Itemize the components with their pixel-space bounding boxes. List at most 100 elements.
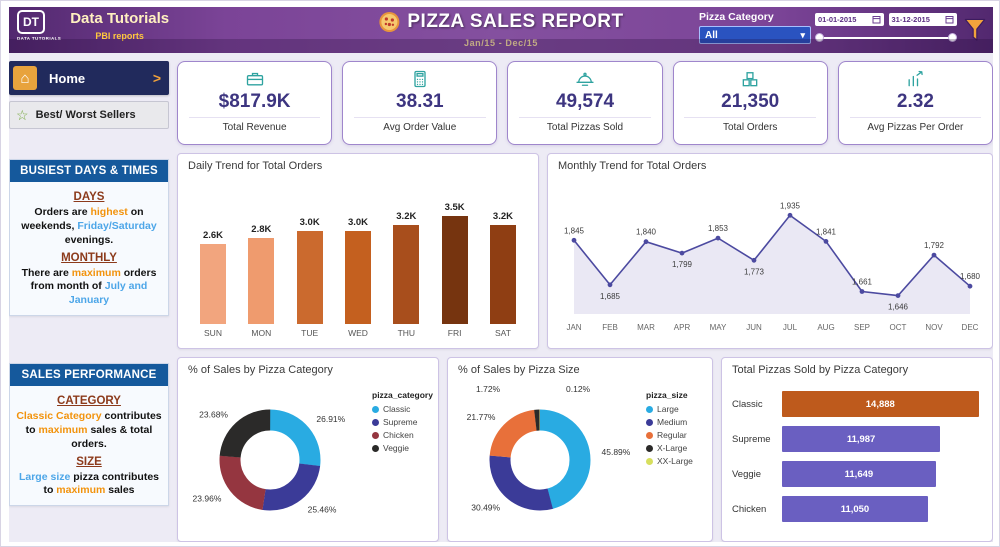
kpi-card-total-orders[interactable]: 21,350 Total Orders — [672, 61, 828, 145]
legend-item[interactable]: Classic — [372, 404, 434, 414]
slice-percent-label: 23.96% — [193, 494, 222, 504]
data-point[interactable] — [967, 283, 973, 289]
legend-label: Veggie — [383, 443, 409, 453]
legend-item[interactable]: Large — [646, 404, 708, 414]
text-segment: sales — [105, 484, 135, 497]
category-label: Veggie — [732, 468, 762, 480]
filter-funnel-icon[interactable] — [964, 17, 986, 43]
x-axis-label: MAY — [710, 323, 727, 332]
legend-item[interactable]: Medium — [646, 417, 708, 427]
daily-bar-column[interactable]: 2.8K MON — [242, 224, 280, 338]
legend-label: Chicken — [383, 430, 414, 440]
x-axis-label: NOV — [925, 323, 943, 332]
category-dropdown[interactable]: All ▾ — [699, 26, 811, 44]
legend-item[interactable]: X-Large — [646, 443, 708, 453]
size-sales-panel: % of Sales by Pizza Size 45.89% 30.49% 21.… — [447, 357, 713, 542]
point-value-label: 1,841 — [816, 227, 837, 236]
revenue-icon — [246, 72, 263, 86]
daily-bar-chart: 2.6K SUN 2.8K MON 3.0K TUE 3.0K WED 3.2K THU 3.5K F… — [178, 174, 538, 338]
x-axis-label: MAR — [637, 323, 655, 332]
legend-item[interactable]: Regular — [646, 430, 708, 440]
bar[interactable] — [393, 225, 420, 324]
donut-slice[interactable] — [489, 409, 591, 511]
legend-item[interactable]: XX-Large — [646, 456, 708, 466]
data-point[interactable] — [823, 239, 829, 244]
kpi-card-avg-pizzas-per-order[interactable]: 2.32 Avg Pizzas Per Order — [837, 61, 993, 145]
kpi-card-total-revenue[interactable]: $817.9K Total Revenue — [177, 61, 333, 145]
text-segment: evenings. — [64, 233, 114, 246]
data-point[interactable] — [715, 235, 721, 241]
bar[interactable]: 11,050 — [782, 496, 928, 522]
legend-label: Supreme — [383, 417, 418, 427]
kpi-card-total-pizzas-sold[interactable]: 49,574 Total Pizzas Sold — [507, 61, 663, 145]
text-segment: There are — [21, 266, 72, 279]
bar-track: 11,649 — [782, 461, 980, 487]
category-label: Supreme — [732, 433, 771, 445]
date-range-slider[interactable] — [815, 33, 957, 43]
slice-percent-label: 1.72% — [476, 384, 501, 394]
busiest-days-section: BUSIEST DAYS & TIMES DAYS Orders are hig… — [9, 159, 169, 317]
data-point[interactable] — [931, 252, 937, 258]
point-value-label: 1,935 — [780, 201, 801, 210]
legend-swatch — [646, 457, 653, 465]
date-from-input[interactable]: 01-01-2015 — [815, 13, 884, 26]
point-value-label: 1,773 — [744, 267, 765, 276]
bar[interactable] — [344, 231, 371, 324]
legend-swatch — [646, 418, 653, 426]
legend-item[interactable]: Supreme — [372, 417, 434, 427]
data-point[interactable] — [679, 250, 685, 256]
monthly-trend-panel: Monthly Trend for Total Orders 1,845 JAN 1… — [547, 153, 993, 349]
nav-home-button[interactable]: ⌂ Home > — [9, 61, 169, 95]
x-axis-label: JUN — [746, 323, 762, 332]
category-bar-row: Veggie 11,649 — [732, 461, 980, 487]
daily-bar-column[interactable]: 3.5K FRI — [436, 202, 474, 338]
chevron-down-icon: ▾ — [800, 29, 805, 40]
daily-bar-column[interactable]: 3.0K TUE — [291, 217, 329, 338]
data-point[interactable] — [859, 289, 865, 294]
legend-item[interactable]: Veggie — [372, 443, 434, 453]
bar[interactable] — [489, 225, 516, 324]
bar[interactable] — [248, 238, 275, 324]
daily-bar-column[interactable]: 3.0K WED — [339, 217, 377, 338]
bar[interactable] — [296, 231, 323, 324]
chart-title: Total Pizzas Sold by Pizza Category — [732, 364, 909, 376]
bar[interactable] — [200, 244, 226, 324]
slider-handle-end[interactable] — [948, 33, 957, 42]
daily-bar-column[interactable]: 3.2K THU — [387, 211, 425, 338]
bar[interactable] — [441, 216, 468, 324]
legend-item[interactable]: Chicken — [372, 430, 434, 440]
kpi-label: Avg Pizzas Per Order — [849, 117, 982, 133]
slice-percent-label: 30.49% — [471, 502, 500, 512]
legend-label: Classic — [383, 404, 411, 414]
data-point[interactable] — [895, 293, 901, 298]
nav-best-worst-button[interactable]: ☆ Best/ Worst Sellers — [9, 101, 169, 129]
bar-value-label: 11,050 — [840, 503, 870, 515]
bar[interactable]: 11,649 — [782, 461, 936, 487]
data-point[interactable] — [751, 257, 757, 263]
kpi-label: Total Orders — [684, 117, 817, 133]
bar[interactable]: 11,987 — [782, 426, 941, 452]
donut-slice[interactable] — [489, 409, 591, 511]
data-point[interactable] — [643, 239, 649, 245]
data-point[interactable] — [607, 282, 613, 288]
x-axis-label: MON — [251, 328, 272, 338]
donut-slice[interactable] — [489, 409, 591, 511]
daily-bar-column[interactable]: 3.2K SAT — [484, 211, 522, 338]
legend-label: X-Large — [657, 443, 688, 453]
donut-slice[interactable] — [219, 409, 321, 511]
dropdown-value: All — [705, 29, 718, 41]
data-point[interactable] — [571, 237, 577, 243]
point-value-label: 1,840 — [636, 228, 657, 237]
legend-swatch — [372, 418, 379, 426]
date-to-input[interactable]: 31-12-2015 — [888, 13, 957, 26]
donut-slice[interactable] — [489, 409, 591, 511]
data-point[interactable] — [787, 212, 793, 218]
x-axis-label: TUE — [301, 328, 319, 338]
report-header: DT DATA TUTORIALS Data Tutorials PBI rep… — [9, 7, 993, 53]
bar[interactable]: 14,888 — [782, 391, 979, 417]
slider-handle-start[interactable] — [815, 33, 824, 42]
x-axis-label: SUN — [204, 328, 222, 338]
nav-home-label: Home — [49, 70, 86, 86]
daily-bar-column[interactable]: 2.6K SUN — [194, 230, 232, 338]
kpi-card-avg-order-value[interactable]: 38.31 Avg Order Value — [342, 61, 498, 145]
